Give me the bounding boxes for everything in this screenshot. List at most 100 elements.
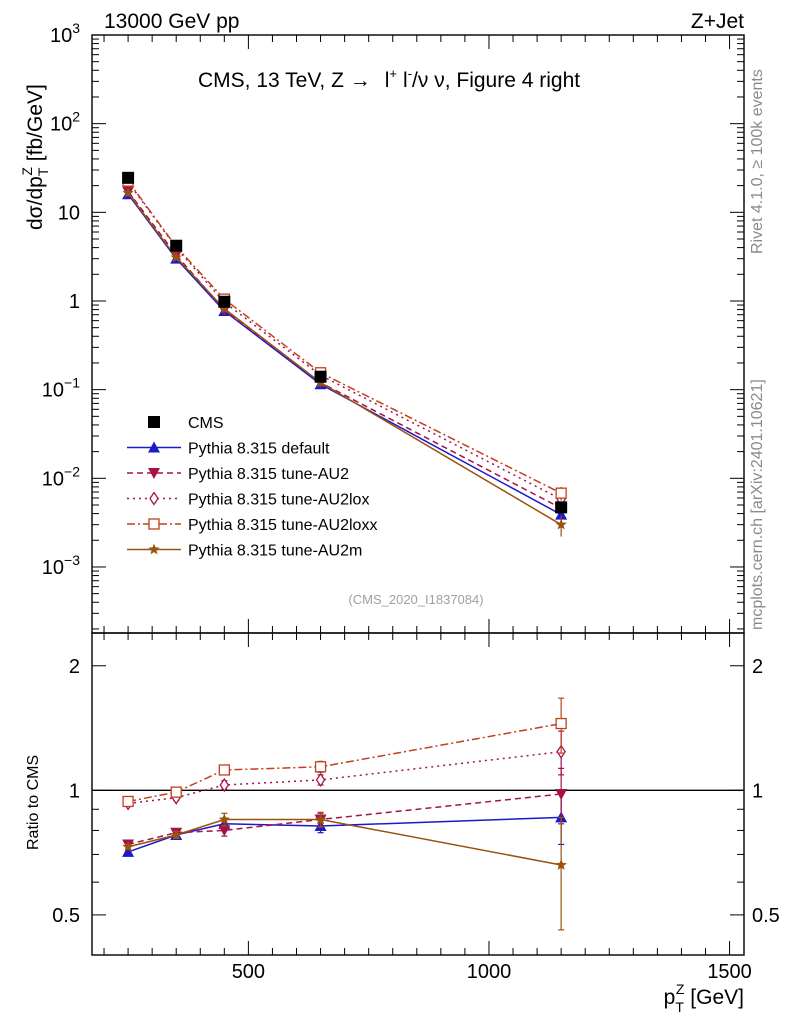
main-y-tick-label: 10 <box>58 202 80 224</box>
mcplots-label: mcplots.cern.ch [arXiv:2401.10621] <box>749 379 766 630</box>
main-point-CMS <box>314 370 327 383</box>
ylabel-main-b: [fb/GeV] <box>24 84 47 167</box>
ratio-y-tick-label: 1 <box>69 780 80 802</box>
xlabel-a: p <box>664 986 676 1009</box>
title-lep-minus-charge: - <box>408 66 412 81</box>
main-series-CMS <box>122 171 568 514</box>
ratio-line-AU2m <box>127 818 562 866</box>
ratio-point-AU2m <box>170 829 182 840</box>
main-point-AU2loxx <box>555 487 567 499</box>
title-lep-plus: l <box>385 69 390 92</box>
ratio-point-AU2m <box>314 813 327 825</box>
main-y-tick-label: 10−2 <box>42 463 80 490</box>
plot-title: CMS, 13 TeV, Z → l+ l-/ν ν, Figure 4 right <box>198 66 580 92</box>
ylabel-main-a: dσ/dp <box>24 176 47 230</box>
main-point-CMS <box>555 501 568 514</box>
ratio-point-AU2m <box>122 840 134 852</box>
title-suffix: /ν ν, Figure 4 right <box>412 69 580 92</box>
xlabel-b: [GeV] <box>684 986 744 1009</box>
ratio-point-AU2loxx <box>122 795 134 808</box>
main-y-tick-label: 1 <box>69 291 80 313</box>
ratio-point-AU2m <box>555 859 567 870</box>
legend: CMS Pythia 8.315 default Pythia 8.315 tune… <box>127 415 377 560</box>
ratio-line-AU2lox <box>128 750 562 805</box>
main-point-CMS <box>170 239 183 252</box>
main-y-tick-label: 10−1 <box>42 375 80 402</box>
ratio-y-tick-label: 2 <box>69 656 80 678</box>
legend-entry-AU2m: Pythia 8.315 tune-AU2m <box>127 543 362 560</box>
ratio-series-AU2lox <box>123 730 566 811</box>
legend-marker-AU2loxx <box>148 518 160 530</box>
ratio-y-axis-title: Ratio to CMS <box>25 755 42 850</box>
ratio-point-default <box>122 845 135 857</box>
rivet-version-label: Rivet 4.1.0, ≥ 100k events <box>749 69 766 254</box>
xlabel-sub: T <box>675 999 684 1015</box>
title-lep-minus: l <box>403 69 408 92</box>
main-point-AU2m <box>555 518 567 530</box>
main-point-AU2m <box>218 302 230 314</box>
main-point-CMS <box>122 171 135 184</box>
legend-entry-default: Pythia 8.315 default <box>127 441 330 458</box>
main-line-AU2loxx <box>127 180 562 494</box>
legend-marker-default <box>148 441 160 453</box>
title-prefix: CMS, 13 TeV, Z → <box>198 69 371 92</box>
ratio-point-AU2lox <box>219 777 230 793</box>
ratio-line-AU2 <box>127 793 562 846</box>
main-series-AU2m <box>122 187 567 537</box>
title-lep-plus-charge: + <box>389 66 397 81</box>
ratio-point-AU2loxx <box>555 717 567 730</box>
ratio-point-AU2loxx <box>218 764 230 776</box>
legend-entry-CMS: CMS <box>148 415 224 432</box>
legend-label-AU2lox: Pythia 8.315 tune-AU2lox <box>188 492 369 509</box>
ratio-series-AU2loxx <box>122 697 567 808</box>
legend-entry-AU2loxx: Pythia 8.315 tune-AU2loxx <box>127 517 377 534</box>
ratio-plot-frame <box>91 632 745 956</box>
header-left: 13000 GeV pp <box>104 10 239 33</box>
ratio-point-AU2 <box>218 825 231 837</box>
main-point-CMS <box>218 295 231 308</box>
ratio-point-AU2lox <box>315 772 326 788</box>
ratio-series-AU2m <box>122 811 567 931</box>
legend-label-default: Pythia 8.315 default <box>188 441 330 458</box>
legend-label-AU2loxx: Pythia 8.315 tune-AU2loxx <box>188 517 377 534</box>
main-y-axis-title: dσ/dpTZ [fb/GeV] <box>19 84 51 230</box>
ratio-y-tick-label: 0.5 <box>52 905 80 927</box>
main-y-tick-label: 103 <box>50 20 80 47</box>
legend-entry-AU2: Pythia 8.315 tune-AU2 <box>127 466 349 483</box>
legend-label-AU2: Pythia 8.315 tune-AU2 <box>188 466 349 483</box>
ratio-x-tick-label: 1000 <box>467 961 512 983</box>
legend-label-AU2m: Pythia 8.315 tune-AU2m <box>188 543 362 560</box>
main-y-tick-label: 10−3 <box>42 552 80 579</box>
ratio-x-tick-label: 1500 <box>707 961 752 983</box>
legend-label-CMS: CMS <box>188 415 224 432</box>
legend-entry-AU2lox: Pythia 8.315 tune-AU2lox <box>127 491 369 509</box>
ylabel-main-sub: T <box>35 167 51 176</box>
ratio-point-AU2loxx <box>170 786 182 798</box>
analysis-watermark: (CMS_2020_I1837084) <box>348 592 483 607</box>
ratio-point-AU2m <box>218 813 230 825</box>
ratio-x-tick-label: 500 <box>232 961 265 983</box>
legend-marker-AU2lox <box>149 491 159 506</box>
data-series <box>92 171 744 931</box>
ratio-series-AU2 <box>122 767 568 851</box>
header-right: Z+Jet <box>691 10 744 33</box>
main-point-AU2m <box>170 251 182 263</box>
ratio-y-tick-label-right: 1 <box>752 780 763 802</box>
legend-marker-AU2m <box>148 543 160 555</box>
legend-marker-CMS <box>148 416 160 428</box>
x-axis-title: pTZ [GeV] <box>664 981 744 1015</box>
ylabel-main-sup: Z <box>19 167 35 176</box>
ratio-y-tick-label-right: 2 <box>752 656 763 678</box>
ratio-point-AU2 <box>555 788 568 800</box>
xlabel-sup: Z <box>676 981 685 997</box>
ratio-line-default <box>127 816 562 853</box>
main-point-AU2m <box>122 187 134 198</box>
ratio-y-tick-label-right: 0.5 <box>752 905 780 927</box>
ratio-point-AU2loxx <box>314 761 327 773</box>
main-y-tick-label: 102 <box>50 109 80 136</box>
axis-ticks <box>92 34 744 956</box>
legend-marker-AU2 <box>148 468 160 479</box>
ratio-series-default <box>122 793 568 857</box>
